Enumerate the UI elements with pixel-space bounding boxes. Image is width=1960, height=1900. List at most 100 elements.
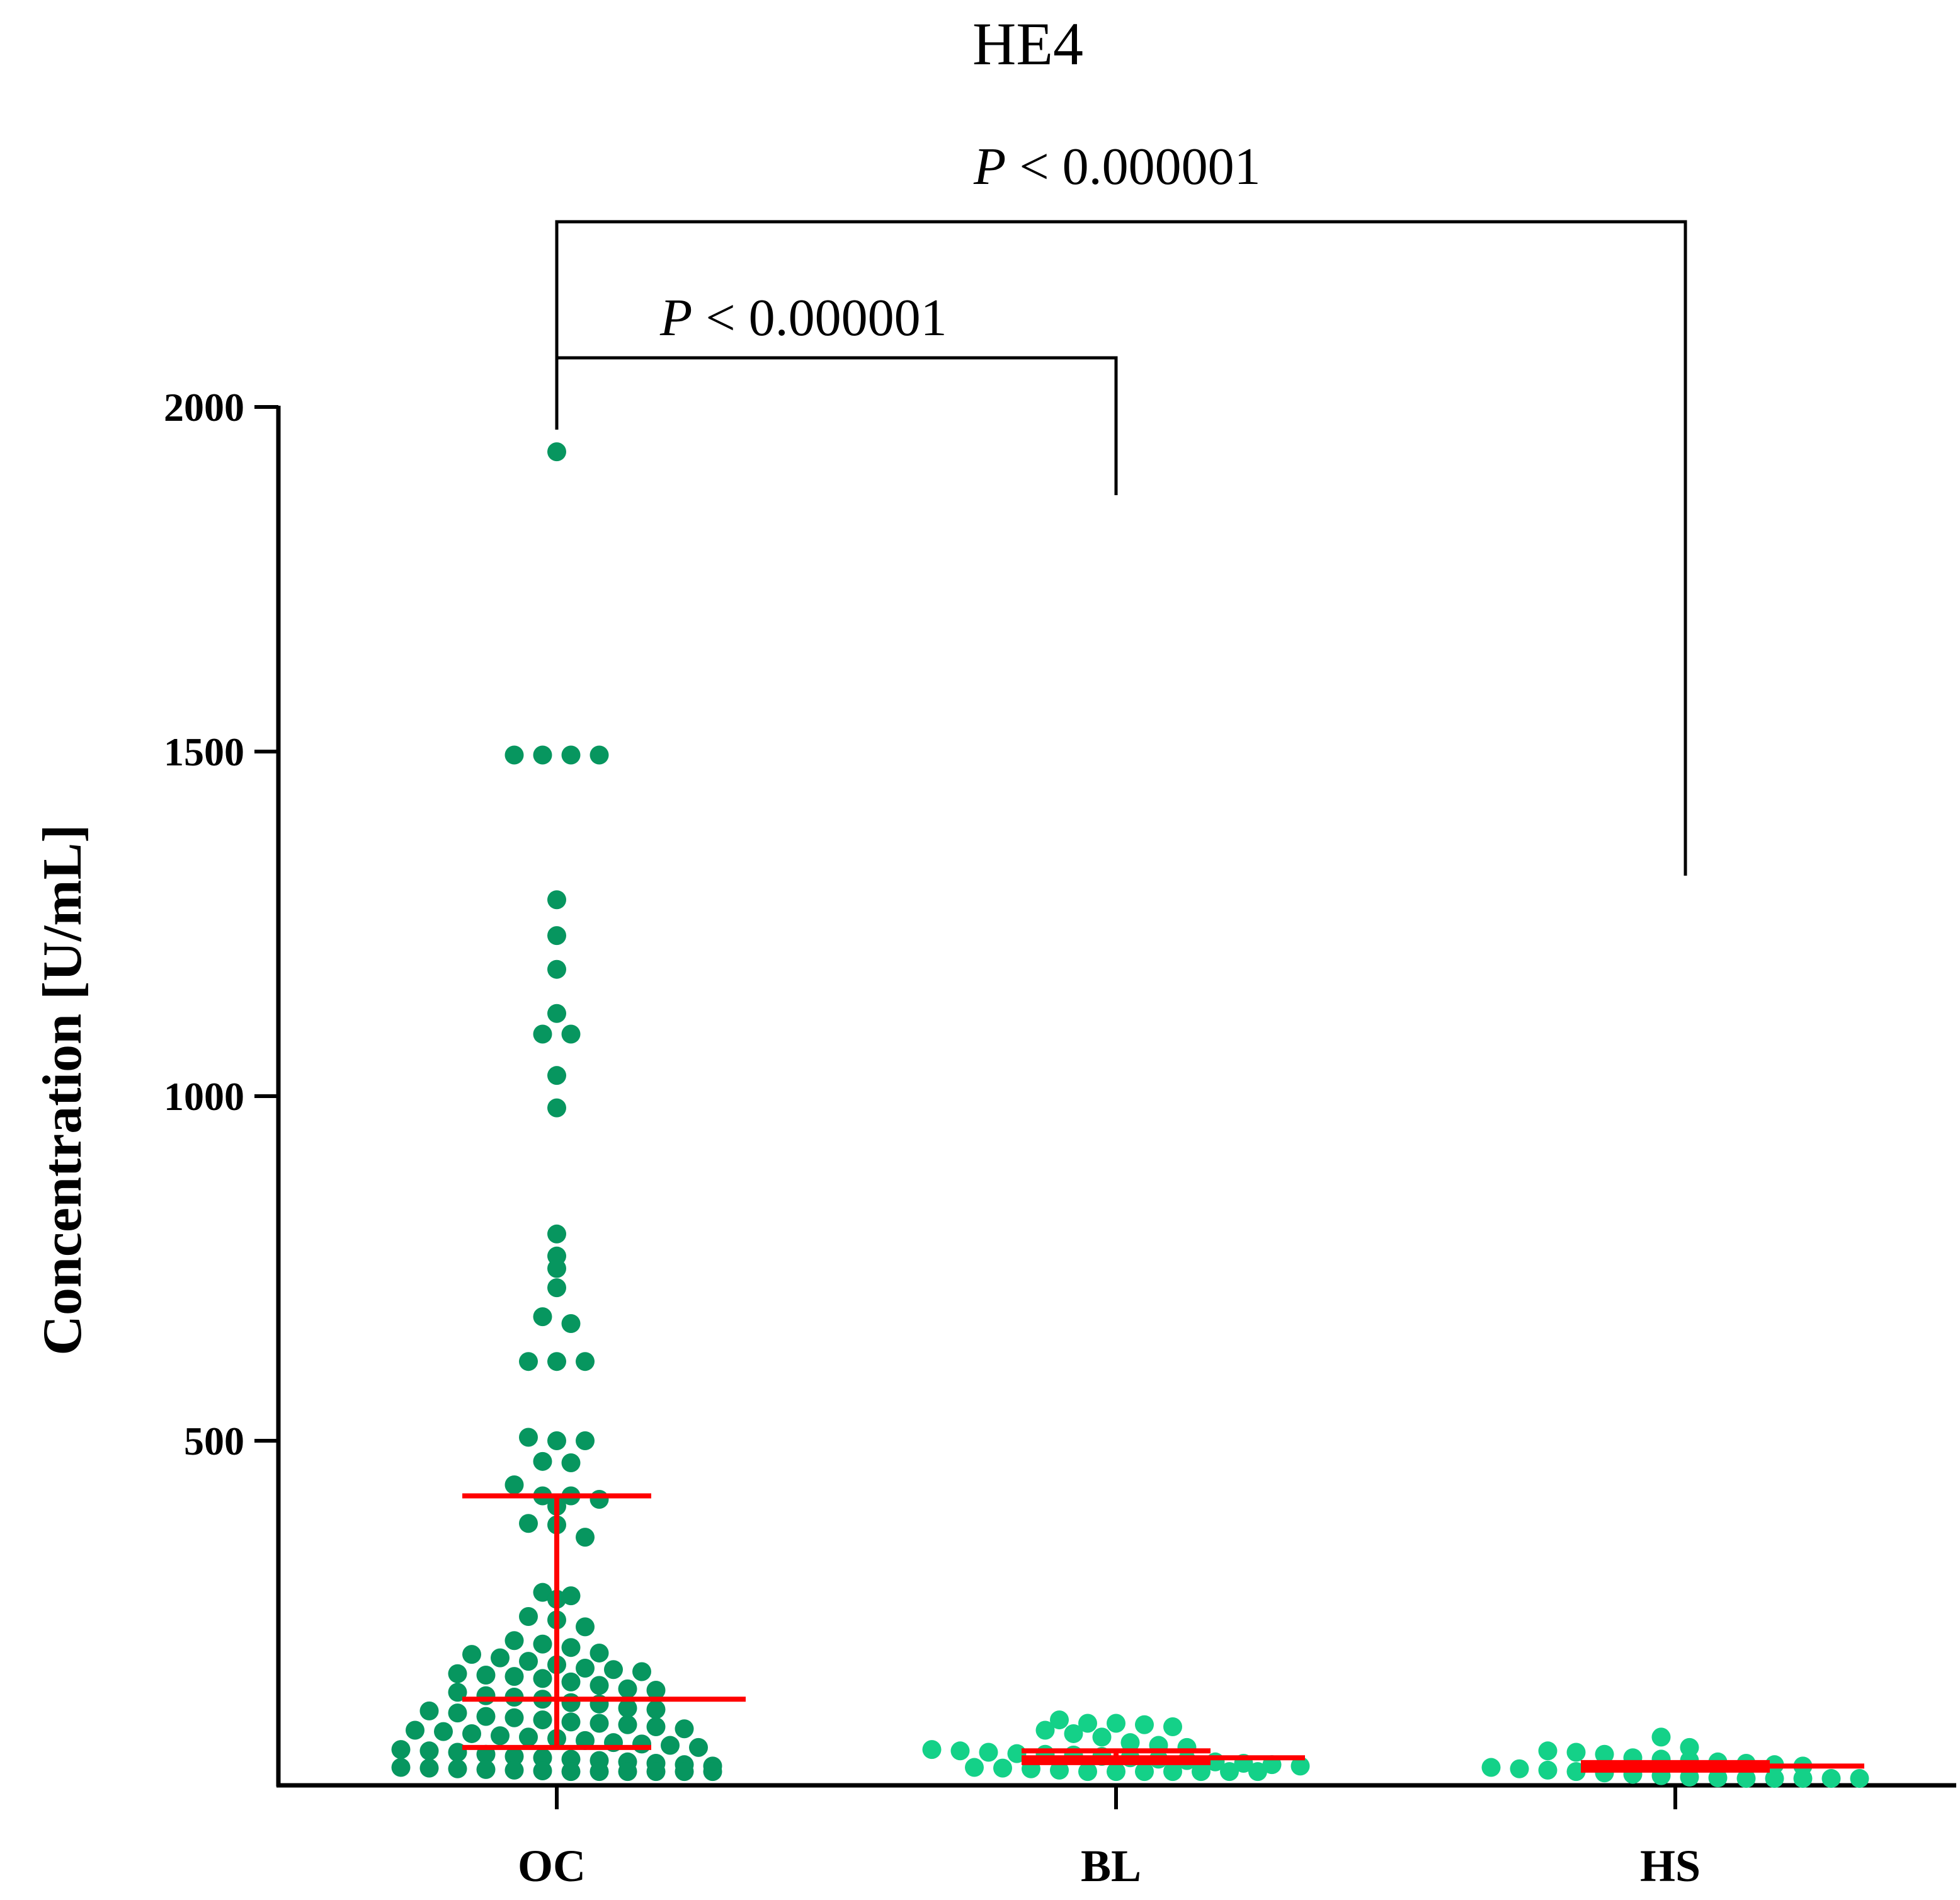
y-axis-label: Concentration [U/mL] [32, 824, 93, 1355]
y-tick-label-1000: 1000 [164, 1074, 244, 1119]
data-point-oc-49 [576, 1659, 595, 1678]
data-point-hs-20 [1708, 1768, 1728, 1787]
points-layer [391, 442, 1869, 1788]
data-point-oc-5 [547, 890, 566, 910]
data-point-oc-40 [576, 1617, 595, 1637]
data-point-oc-87 [661, 1736, 680, 1755]
data-point-oc-106 [533, 1761, 552, 1781]
data-point-hs-3 [1566, 1743, 1586, 1762]
data-point-oc-23 [547, 1431, 566, 1450]
data-point-oc-55 [533, 1669, 552, 1688]
data-point-oc-9 [533, 1024, 552, 1044]
data-point-oc-81 [491, 1726, 510, 1746]
data-point-oc-82 [519, 1727, 538, 1747]
data-point-oc-11 [547, 1066, 566, 1085]
data-point-oc-58 [618, 1679, 637, 1698]
data-point-oc-3 [561, 745, 581, 765]
data-point-bl-24 [1291, 1756, 1310, 1776]
y-ticks: 500 1000 1500 2000 [164, 385, 278, 1463]
data-point-bl-8 [1120, 1733, 1140, 1753]
data-point-oc-69 [448, 1703, 467, 1723]
data-point-oc-105 [504, 1760, 524, 1780]
data-point-hs-22 [1765, 1769, 1784, 1788]
data-point-oc-94 [533, 1748, 552, 1768]
data-point-oc-103 [448, 1759, 467, 1778]
pvalue-oc-hs-prefix: P [973, 137, 1006, 196]
data-point-oc-75 [618, 1715, 637, 1734]
data-point-oc-41 [504, 1631, 524, 1651]
data-point-oc-16 [547, 1278, 566, 1298]
data-point-bl-2 [1107, 1714, 1125, 1733]
x-tick-label-oc: OC [518, 1841, 586, 1891]
data-point-hs-25 [1850, 1769, 1869, 1788]
data-point-hs-14 [1538, 1760, 1558, 1780]
data-point-oc-43 [561, 1638, 581, 1657]
data-point-oc-2 [533, 745, 552, 765]
data-point-oc-10 [561, 1024, 581, 1044]
data-point-oc-77 [675, 1719, 694, 1739]
data-point-hs-2 [1538, 1741, 1558, 1761]
data-point-oc-53 [476, 1665, 496, 1685]
data-point-bl-26 [993, 1758, 1012, 1778]
data-point-oc-88 [689, 1737, 708, 1757]
data-point-oc-90 [419, 1741, 439, 1761]
data-point-oc-61 [476, 1686, 496, 1705]
data-point-oc-27 [504, 1475, 524, 1495]
data-point-bl-0 [1050, 1710, 1069, 1730]
data-point-oc-36 [561, 1586, 581, 1606]
data-point-oc-110 [646, 1762, 666, 1782]
data-point-oc-26 [561, 1453, 581, 1473]
data-point-oc-56 [561, 1672, 581, 1691]
data-point-oc-15 [547, 1259, 566, 1278]
data-point-oc-101 [391, 1758, 411, 1777]
data-point-oc-7 [547, 959, 566, 979]
y-tick-label-2000: 2000 [164, 385, 244, 430]
data-point-oc-93 [504, 1747, 524, 1766]
pvalue-oc-bl-prefix: P [659, 289, 692, 347]
data-point-oc-38 [519, 1606, 538, 1626]
data-point-bl-3 [1135, 1715, 1154, 1734]
data-point-hs-12 [1481, 1758, 1501, 1777]
data-point-oc-52 [448, 1664, 467, 1683]
x-tick-label-bl: BL [1081, 1841, 1141, 1891]
data-point-bl-12 [950, 1741, 970, 1761]
data-point-oc-50 [604, 1660, 623, 1680]
data-point-hs-1 [1680, 1737, 1699, 1757]
data-point-oc-111 [675, 1762, 694, 1782]
data-point-oc-86 [632, 1734, 651, 1754]
data-point-oc-70 [476, 1707, 496, 1726]
data-point-oc-78 [406, 1720, 424, 1740]
summary-layer [462, 1493, 1864, 1773]
data-point-bl-29 [1078, 1762, 1097, 1782]
data-point-bl-33 [1192, 1762, 1211, 1782]
data-point-oc-67 [646, 1700, 666, 1719]
data-point-oc-8 [547, 1004, 566, 1023]
data-point-oc-0 [547, 442, 566, 462]
data-point-bl-1 [1078, 1714, 1097, 1733]
data-point-oc-73 [561, 1712, 581, 1732]
data-point-oc-46 [491, 1648, 510, 1668]
data-point-oc-54 [504, 1667, 524, 1686]
data-point-oc-12 [547, 1098, 566, 1118]
significance-bracket-oc-bl: P < 0.000001 [555, 289, 1118, 495]
data-point-oc-17 [533, 1307, 552, 1327]
chart-title: HE4 [972, 10, 1083, 77]
data-point-bl-35 [1248, 1762, 1267, 1782]
data-point-oc-13 [547, 1224, 566, 1244]
pvalue-oc-bl: P < 0.000001 [659, 289, 947, 347]
data-point-oc-19 [519, 1352, 538, 1371]
data-point-oc-89 [391, 1740, 411, 1760]
pvalue-oc-hs: P < 0.000001 [973, 137, 1261, 196]
data-point-hs-21 [1736, 1769, 1756, 1788]
data-point-oc-35 [533, 1582, 552, 1602]
x-tick-label-hs: HS [1640, 1841, 1701, 1891]
data-point-oc-104 [476, 1760, 496, 1779]
bracket-line-oc-bl [555, 356, 1118, 495]
data-point-oc-109 [618, 1762, 637, 1782]
data-point-oc-4 [590, 745, 609, 765]
data-point-bl-25 [965, 1758, 984, 1777]
data-point-oc-112 [703, 1762, 722, 1782]
data-point-oc-59 [646, 1681, 666, 1700]
pvalue-oc-bl-text: < 0.000001 [705, 289, 947, 347]
